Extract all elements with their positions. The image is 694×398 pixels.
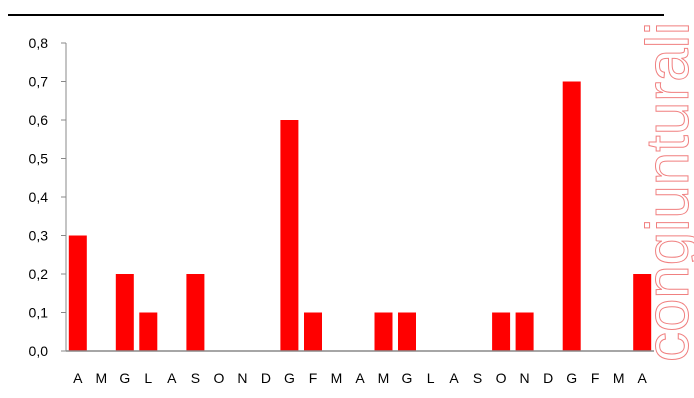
bar <box>304 312 322 351</box>
y-tick-label: 0,3 <box>29 228 49 244</box>
y-tick-label: 0,0 <box>29 343 49 359</box>
x-tick-label: D <box>543 370 553 386</box>
x-tick-label: A <box>167 370 177 386</box>
x-tick-label: L <box>144 370 152 386</box>
y-axis: 0,0 0,1 0,2 0,3 0,4 0,5 0,6 0,7 0,8 <box>29 35 67 359</box>
x-tick-label: A <box>73 370 83 386</box>
x-tick-label: A <box>355 370 365 386</box>
y-tick-label: 0,2 <box>29 266 49 282</box>
y-tick-label: 0,5 <box>29 151 49 167</box>
bar <box>492 312 511 351</box>
bar <box>139 312 158 351</box>
bar <box>398 312 416 351</box>
x-tick-label: N <box>520 370 530 386</box>
bar <box>186 274 205 351</box>
bars <box>68 81 652 351</box>
y-tick-label: 0,6 <box>29 112 49 128</box>
bar <box>115 274 134 351</box>
x-tick-label: L <box>427 370 435 386</box>
y-tick-label: 0,1 <box>29 305 49 321</box>
y-tick-label: 0,7 <box>29 74 49 90</box>
x-tick-label: M <box>378 370 390 386</box>
x-tick-label: G <box>119 370 130 386</box>
x-tick-label: G <box>566 370 577 386</box>
x-tick-label: F <box>309 370 318 386</box>
y-tick-label: 0,8 <box>29 35 49 51</box>
x-tick-label: S <box>191 370 200 386</box>
x-tick-label: O <box>213 370 224 386</box>
x-tick-label: G <box>284 370 295 386</box>
x-tick-label: D <box>261 370 271 386</box>
bar <box>633 274 652 351</box>
x-tick-label: O <box>496 370 507 386</box>
bar <box>68 235 87 351</box>
bar <box>280 120 299 351</box>
bar <box>374 312 393 351</box>
y-tick-label: 0,4 <box>29 189 49 205</box>
x-tick-label: M <box>95 370 107 386</box>
x-tick-label: A <box>449 370 459 386</box>
x-tick-label: S <box>473 370 482 386</box>
x-tick-label: G <box>402 370 413 386</box>
x-tick-label: F <box>591 370 600 386</box>
x-tick-label: M <box>613 370 625 386</box>
bar <box>562 81 581 351</box>
x-tick-label: N <box>237 370 247 386</box>
bar <box>515 312 534 351</box>
x-tick-label: A <box>638 370 648 386</box>
x-tick-label: M <box>331 370 343 386</box>
